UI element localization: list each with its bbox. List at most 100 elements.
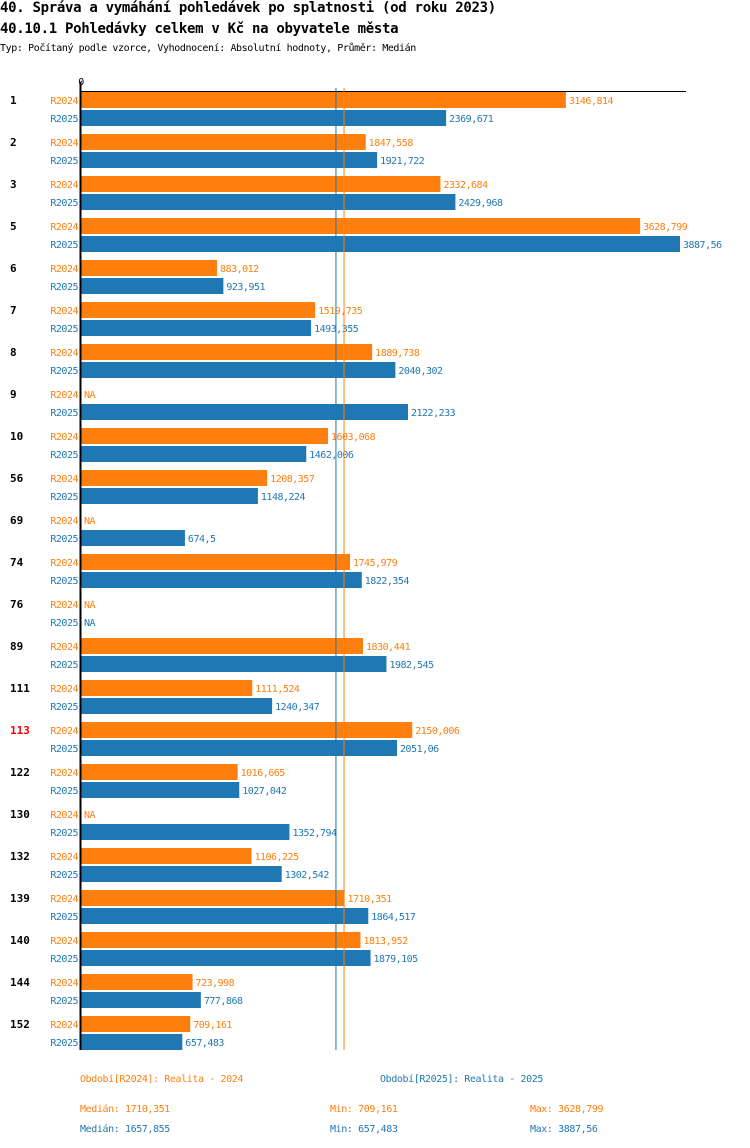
series-tick-label: R2025 [50,954,78,965]
data-label: 1027,042 [242,786,287,797]
series-tick-label: R2024 [50,180,78,191]
series-tick-label: R2024 [50,474,78,485]
bar-r2025 [81,488,258,504]
bar-r2024 [81,218,641,234]
data-label: 1889,738 [375,348,420,359]
legend-r2024: Období[R2024]: Realita - 2024 [80,1074,243,1085]
category-label: 113 [10,724,30,737]
series-tick-label: R2024 [50,642,78,653]
data-label: 1352,794 [292,828,337,839]
data-label: 2429,968 [458,198,503,209]
bar-r2024 [81,176,441,192]
category-label: 6 [10,262,17,275]
series-tick-label: R2025 [50,114,78,125]
category-label: 144 [10,976,30,989]
chart-section-title: 40. Správa a vymáhání pohledávek po spla… [0,0,496,16]
data-label: 3628,799 [643,222,688,233]
category-label: 76 [10,598,24,611]
category-label: 9 [10,388,17,401]
bar-r2025 [81,404,408,420]
bar-r2025 [81,572,362,588]
series-tick-label: R2024 [50,96,78,107]
data-label: 723,998 [196,978,235,989]
category-label: 7 [10,304,17,317]
bar-r2025 [81,740,398,756]
bar-r2024 [81,134,366,150]
series-tick-label: R2025 [50,870,78,881]
bar-r2024 [81,428,329,444]
series-tick-label: R2024 [50,936,78,947]
category-label: 111 [10,682,30,695]
series-tick-label: R2024 [50,726,78,737]
series-tick-label: R2025 [50,912,78,923]
bar-r2024 [81,848,252,864]
series-tick-label: R2024 [50,894,78,905]
series-tick-label: R2025 [50,744,78,755]
data-label: 674,5 [188,534,216,545]
series-tick-label: R2025 [50,408,78,419]
bar-r2025 [81,908,369,924]
stat-min-r2025: Min: 657,483 [330,1124,398,1135]
category-label: 1 [10,94,17,107]
bar-r2024 [81,554,351,570]
data-label: 1240,347 [275,702,320,713]
data-label: 2369,671 [449,114,494,125]
series-tick-label: R2025 [50,450,78,461]
data-label: 1493,355 [314,324,359,335]
category-label: 139 [10,892,30,905]
data-label: 1148,224 [261,492,306,503]
series-tick-label: R2025 [50,198,78,209]
data-label: 1519,735 [318,306,363,317]
data-label: 3146,814 [569,96,614,107]
data-label: 657,483 [185,1038,224,1049]
bar-r2024 [81,260,218,276]
na-label: NA [84,390,96,401]
data-label: 1106,225 [254,852,299,863]
bar-r2025 [81,824,290,840]
data-label: 1813,952 [363,936,408,947]
bar-r2025 [81,362,396,378]
series-tick-label: R2025 [50,156,78,167]
series-tick-label: R2024 [50,810,78,821]
series-tick-label: R2025 [50,492,78,503]
bar-r2024 [81,1016,191,1032]
data-label: 2122,233 [411,408,456,419]
data-label: 1847,558 [369,138,414,149]
data-label: 1921,722 [380,156,425,167]
data-label: 1302,542 [285,870,330,881]
series-tick-label: R2025 [50,786,78,797]
data-label: 1864,517 [371,912,416,923]
bar-r2025 [81,110,447,126]
na-label: NA [84,600,96,611]
category-label: 69 [10,514,23,527]
data-label: 1879,105 [374,954,419,965]
bar-r2025 [81,446,307,462]
series-tick-label: R2024 [50,348,78,359]
data-label: 883,012 [220,264,259,275]
stat-max-r2024: Max: 3628,799 [530,1104,604,1115]
series-tick-label: R2025 [50,996,78,1007]
data-label: 923,951 [226,282,265,293]
series-tick-label: R2024 [50,306,78,317]
bar-r2025 [81,950,371,966]
category-label: 8 [10,346,17,359]
bar-r2024 [81,974,193,990]
bar-r2025 [81,782,240,798]
category-label: 130 [10,808,30,821]
series-tick-label: R2025 [50,366,78,377]
bar-r2024 [81,302,316,318]
stat-median-r2024: Medián: 1710,351 [80,1104,170,1115]
legend-r2025: Období[R2025]: Realita - 2025 [380,1074,543,1085]
bar-r2024 [81,638,364,654]
series-tick-label: R2024 [50,222,78,233]
data-label: 709,161 [193,1020,232,1031]
data-label: 1745,979 [353,558,398,569]
series-tick-label: R2024 [50,684,78,695]
bar-r2024 [81,92,566,108]
series-tick-label: R2025 [50,240,78,251]
series-tick-label: R2024 [50,138,78,149]
bar-r2025 [81,656,387,672]
data-label: 2051,06 [400,744,439,755]
data-label: 1603,068 [331,432,376,443]
bar-r2024 [81,470,268,486]
